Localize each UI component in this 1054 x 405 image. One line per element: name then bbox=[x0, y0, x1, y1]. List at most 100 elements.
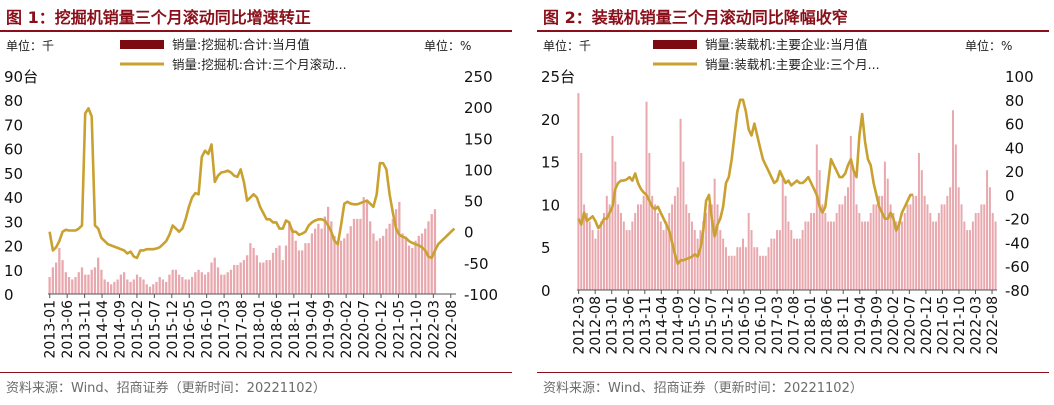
figure-2-bar bbox=[747, 212, 750, 290]
figure-2-bar bbox=[971, 221, 974, 290]
figure-1-x-tick-label: 2015-07 bbox=[147, 300, 163, 359]
figure-2-bar bbox=[969, 230, 972, 290]
figure-2-x-tick-label: 2015-07 bbox=[704, 296, 720, 355]
figure-1-bar bbox=[249, 243, 252, 294]
figure-1-bar bbox=[155, 281, 158, 294]
figure-2-bar bbox=[812, 212, 815, 290]
figure-2-bar bbox=[688, 212, 691, 290]
figure-1-bar bbox=[210, 262, 213, 294]
figure-1-x-tick-label: 2016-05 bbox=[182, 300, 198, 359]
figure-1-x-tick-label: 2019-09 bbox=[322, 300, 338, 359]
figure-1-legend-bar-swatch bbox=[120, 40, 164, 49]
figure-1-right-unit-label: 单位：% bbox=[424, 38, 471, 53]
figure-2-bar bbox=[628, 230, 631, 290]
figure-1-bar bbox=[330, 221, 333, 294]
figure-2-bar bbox=[869, 212, 872, 290]
figure-1-bar bbox=[278, 245, 281, 294]
figure-2-right-tick-label: 20 bbox=[1005, 163, 1024, 181]
figure-2-right-tick-label: 60 bbox=[1005, 116, 1024, 134]
figure-2-bar bbox=[903, 212, 906, 290]
figure-2-bar bbox=[614, 161, 617, 290]
figure-1-right-tick-label: -50 bbox=[464, 255, 489, 273]
figure-1-bar bbox=[190, 277, 194, 294]
figure-2-bar bbox=[736, 247, 739, 290]
figure-2-bar bbox=[685, 204, 688, 290]
figure-2-bar bbox=[878, 195, 881, 290]
figure-1-bar bbox=[359, 218, 362, 294]
figure-1-bar bbox=[417, 235, 420, 294]
figure-2-bar bbox=[634, 212, 637, 290]
figure-2-bar bbox=[807, 221, 810, 290]
figure-1-bar bbox=[51, 267, 54, 294]
figure-2-bar bbox=[710, 204, 713, 290]
figure-2-bar bbox=[722, 238, 725, 290]
figure-1-bar bbox=[385, 228, 388, 294]
figure-1-bar bbox=[171, 269, 174, 294]
figure-1-bar bbox=[106, 281, 110, 294]
figure-2-bar bbox=[864, 221, 867, 290]
figure-1-bar bbox=[148, 286, 152, 294]
figure-2-bar bbox=[923, 195, 926, 290]
figure-1-x-tick-label: 2022-03 bbox=[426, 300, 442, 359]
figure-2-bar bbox=[824, 212, 827, 290]
figure-2-bar bbox=[611, 135, 614, 290]
figure-2-bar bbox=[724, 247, 727, 290]
figure-1-bar bbox=[181, 277, 184, 294]
figure-1-bar bbox=[132, 279, 135, 294]
figure-2-bar bbox=[699, 230, 702, 290]
figure-2-x-tick-label: 2018-06 bbox=[820, 296, 836, 355]
figure-2-x-tick-label: 2022-08 bbox=[985, 296, 1001, 355]
figure-2-left-tick-label: 20 bbox=[541, 111, 560, 129]
figure-1-left-tick-label: 0 bbox=[4, 286, 14, 304]
figure-2-bar bbox=[957, 187, 960, 290]
figure-1-bar bbox=[398, 201, 401, 294]
figure-2-bar bbox=[622, 221, 625, 290]
figure-1-bar bbox=[304, 243, 307, 294]
figure-2-bar bbox=[875, 204, 878, 290]
figure-2-right-unit-label: 单位：% bbox=[965, 38, 1012, 53]
figure-2-x-tick-label: 2013-06 bbox=[621, 296, 637, 355]
figure-1-bar bbox=[145, 284, 148, 294]
figure-1-bar bbox=[139, 277, 142, 294]
figure-1-bar bbox=[375, 240, 378, 294]
figure-2-x-tick-label: 2022-03 bbox=[969, 296, 985, 355]
figure-1-bar bbox=[314, 228, 317, 294]
figure-1-bar bbox=[307, 243, 310, 294]
figure-1-bar bbox=[430, 214, 433, 294]
figure-2-bar bbox=[943, 204, 946, 290]
figure-1-x-tick-label: 2014-04 bbox=[95, 300, 111, 359]
figure-1-bar bbox=[242, 260, 246, 294]
figure-2-bar bbox=[926, 204, 929, 290]
figure-1-bar bbox=[67, 277, 71, 294]
figure-2-legend-bar-swatch bbox=[653, 40, 697, 49]
figure-1-x-tick-label: 2013-01 bbox=[43, 300, 59, 359]
figure-1-bar bbox=[236, 264, 239, 294]
figure-1-right-tick-label: 250 bbox=[464, 68, 493, 86]
figure-1-x-tick-label: 2018-01 bbox=[252, 300, 268, 359]
figure-2-bar bbox=[759, 255, 762, 290]
figure-1-x-tick-label: 2021-10 bbox=[409, 300, 425, 359]
figure-2-bar bbox=[608, 204, 611, 290]
figure-2-left-unit-label: 单位：千 bbox=[543, 38, 591, 53]
figure-2-panel: 图 2：装载机销量三个月滚动同比降幅收窄 单位：千 单位：% 销量:装载机:主要企业… bbox=[537, 0, 1054, 405]
figure-1-bar bbox=[414, 240, 417, 294]
figure-1-bar bbox=[97, 257, 100, 294]
figure-2-bar bbox=[795, 238, 798, 290]
figure-1-right-tick-label: 150 bbox=[464, 130, 493, 148]
figure-2-source: 资料来源：Wind、招商证券（更新时间：20221102） bbox=[543, 381, 863, 396]
figure-2-bar bbox=[637, 204, 640, 290]
figure-2-bar bbox=[787, 221, 790, 290]
figure-2-bar bbox=[617, 204, 620, 290]
figure-1-bar bbox=[310, 233, 314, 294]
figure-2-bar bbox=[920, 170, 923, 290]
figure-2-bar bbox=[753, 247, 756, 290]
figure-1-bar bbox=[233, 264, 236, 294]
figure-1-left-unit-label: 单位：千 bbox=[6, 38, 54, 53]
figure-1-bar bbox=[122, 272, 126, 294]
figure-2-bar bbox=[668, 212, 671, 290]
figure-1-bar bbox=[80, 267, 84, 294]
figure-1-bar bbox=[165, 281, 168, 294]
figure-1-bar bbox=[119, 274, 122, 294]
figure-2-bar bbox=[716, 204, 719, 290]
figure-2-bar bbox=[912, 195, 915, 290]
